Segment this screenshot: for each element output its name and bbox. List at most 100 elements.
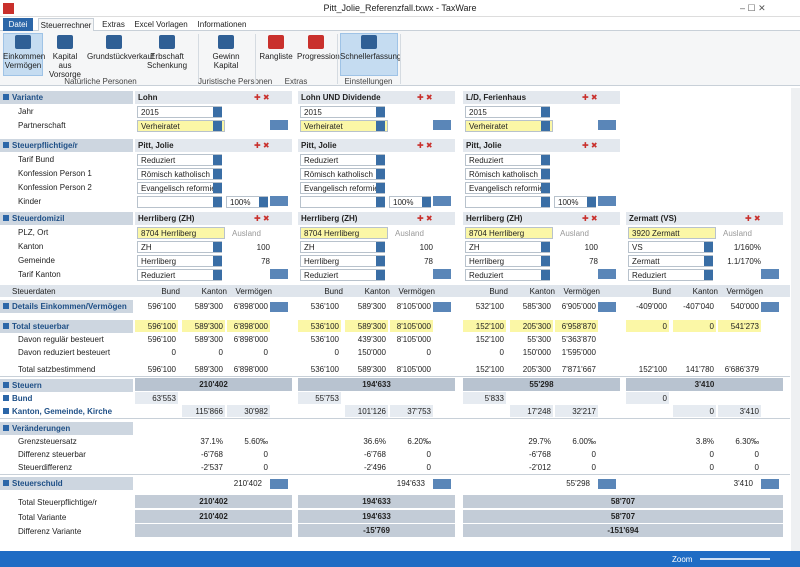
dropdown-arrow[interactable] [704,270,713,280]
dropdown-arrow[interactable] [541,169,550,179]
input-field[interactable]: ZH [300,241,385,253]
edit-button[interactable] [598,479,616,489]
ribbon-tab[interactable]: Excel Vorlagen [134,20,188,29]
input-field[interactable]: Reduziert [300,154,385,166]
dropdown-arrow[interactable] [213,155,222,165]
input-field[interactable]: Evangelisch reformiert [137,182,222,194]
input-field[interactable]: Reduziert [465,154,550,166]
dropdown-arrow[interactable] [213,169,222,179]
dropdown-arrow[interactable] [376,121,385,131]
input-field[interactable]: 2 [137,196,222,208]
ribbon-tab[interactable]: Steuerrechner [38,18,94,31]
edit-button[interactable] [761,302,779,312]
dropdown-arrow[interactable] [422,197,431,207]
edit-button[interactable] [433,269,451,279]
dropdown-arrow[interactable] [213,197,222,207]
input-field[interactable]: ZH [137,241,222,253]
dropdown-arrow[interactable] [376,169,385,179]
input-field[interactable]: 2015 [300,106,385,118]
dropdown-arrow[interactable] [376,107,385,117]
input-field[interactable]: 2 [300,196,385,208]
input-field[interactable]: Römisch katholisch [137,168,222,180]
edit-button[interactable] [270,479,288,489]
edit-button[interactable] [433,302,451,312]
input-field[interactable]: Reduziert [137,154,222,166]
input-field[interactable]: 8704 Herrliberg [137,227,225,239]
dropdown-arrow[interactable] [541,242,550,252]
ribbon-tab[interactable]: Datei [3,18,33,31]
dropdown-arrow[interactable] [376,256,385,266]
ribbon-button[interactable] [340,33,398,76]
input-field[interactable]: Herrliberg [300,255,385,267]
input-field[interactable]: VS [628,241,713,253]
input-field[interactable]: Verheiratet [465,120,553,132]
input-field[interactable]: Römisch katholisch [300,168,385,180]
dropdown-arrow[interactable] [376,183,385,193]
dropdown-arrow[interactable] [541,121,550,131]
dropdown-arrow[interactable] [213,256,222,266]
input-field[interactable]: 8704 Herrliberg [300,227,388,239]
input-field[interactable]: 2 [465,196,550,208]
dropdown-arrow[interactable] [587,197,596,207]
value-cell: -2'012 [529,463,551,472]
dropdown-arrow[interactable] [376,197,385,207]
dropdown-arrow[interactable] [376,155,385,165]
input-field[interactable]: Reduziert [137,269,222,281]
input-field[interactable]: Reduziert [628,269,713,281]
ribbon-tab[interactable]: Informationen [197,20,247,29]
dropdown-arrow[interactable] [376,242,385,252]
input-field[interactable]: Herrliberg [465,255,550,267]
input-field[interactable]: 2015 [137,106,222,118]
edit-button[interactable] [270,302,288,312]
dropdown-arrow[interactable] [541,107,550,117]
input-field[interactable]: Evangelisch reformiert [300,182,385,194]
input-field[interactable]: Evangelisch reformiert [465,182,550,194]
percent-field[interactable]: 100% [554,196,596,208]
zoom-slider[interactable] [700,558,770,560]
input-field[interactable]: ZH [465,241,550,253]
dropdown-arrow[interactable] [541,197,550,207]
dropdown-arrow[interactable] [376,270,385,280]
input-field[interactable]: Reduziert [465,269,550,281]
input-field[interactable]: Verheiratet [137,120,225,132]
dropdown-arrow[interactable] [704,242,713,252]
dropdown-arrow[interactable] [541,155,550,165]
value-cell: 30'982 [227,405,270,417]
input-field[interactable]: Verheiratet [300,120,388,132]
input-field[interactable]: Römisch katholisch [465,168,550,180]
edit-button[interactable] [598,302,616,312]
edit-button[interactable] [598,269,616,279]
dropdown-arrow[interactable] [259,197,268,207]
value-cell: -2'537 [201,463,223,472]
table-header [0,285,790,297]
dropdown-arrow[interactable] [213,107,222,117]
edit-button[interactable] [270,269,288,279]
dropdown-arrow[interactable] [213,242,222,252]
edit-button[interactable] [433,120,451,130]
input-field[interactable]: 2015 [465,106,550,118]
edit-button[interactable] [761,269,779,279]
input-field[interactable]: Reduziert [300,269,385,281]
section-header [0,320,133,333]
dropdown-arrow[interactable] [213,270,222,280]
edit-button[interactable] [270,120,288,130]
input-field[interactable]: Herrliberg [137,255,222,267]
edit-button[interactable] [761,479,779,489]
dropdown-arrow[interactable] [213,121,222,131]
ribbon-button-label: Schnellerfassung [340,52,402,61]
edit-button[interactable] [433,479,451,489]
ribbon-tab[interactable]: Extras [102,20,125,29]
edit-button[interactable] [433,196,451,206]
edit-button[interactable] [598,196,616,206]
input-field[interactable]: Zermatt [628,255,713,267]
edit-button[interactable] [598,120,616,130]
dropdown-arrow[interactable] [541,183,550,193]
input-field[interactable]: 3920 Zermatt [628,227,716,239]
input-field[interactable]: 8704 Herrliberg [465,227,553,239]
dropdown-arrow[interactable] [541,256,550,266]
percent-field[interactable]: 100% [389,196,431,208]
edit-button[interactable] [270,196,288,206]
dropdown-arrow[interactable] [541,270,550,280]
dropdown-arrow[interactable] [704,256,713,266]
dropdown-arrow[interactable] [213,183,222,193]
